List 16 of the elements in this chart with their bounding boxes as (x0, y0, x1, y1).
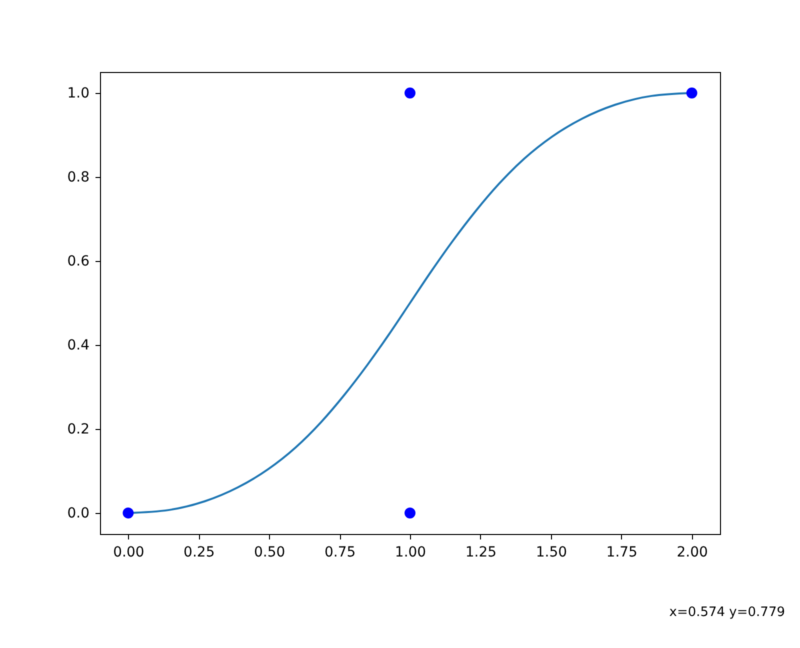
y-tick-label: 0.0 (67, 506, 90, 522)
x-tick-label: 1.50 (536, 544, 567, 560)
x-tick-label: 0.75 (324, 544, 356, 560)
x-tick-label: 1.75 (606, 544, 638, 560)
x-tick-label: 1.00 (394, 544, 426, 560)
text: x=0.574 y=0.779 (669, 605, 785, 620)
x-tick-label: 0.25 (184, 544, 215, 560)
y-tick-label: 1.0 (67, 86, 90, 102)
y-tick-label: 0.2 (67, 422, 90, 438)
y-tick-label: 0.8 (67, 170, 90, 186)
y-tick-label: 0.6 (67, 254, 90, 270)
x-tick-label: 1.25 (465, 544, 497, 560)
x-tick-label: 0.50 (254, 544, 286, 560)
x-tick-label: 2.00 (676, 544, 708, 560)
x-tick-label: 0.00 (113, 544, 144, 560)
y-tick-label: 0.4 (67, 338, 90, 354)
